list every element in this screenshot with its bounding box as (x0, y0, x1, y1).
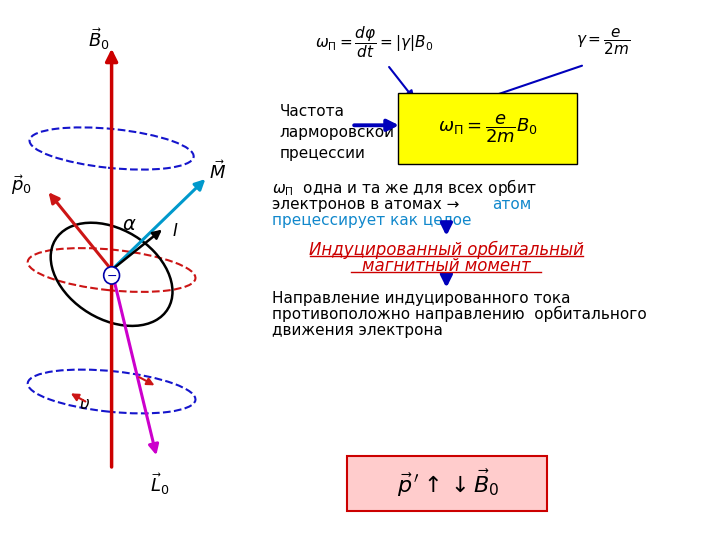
Text: $\vec{M}$: $\vec{M}$ (209, 160, 226, 183)
Text: $\omega_{\mathit{\Pi}} = \dfrac{d\varphi}{dt} = |\gamma|B_0$: $\omega_{\mathit{\Pi}} = \dfrac{d\varphi… (315, 24, 433, 60)
Text: прецессирует как целое: прецессирует как целое (272, 213, 472, 228)
Ellipse shape (104, 267, 120, 284)
Text: Индуцированный орбитальный: Индуцированный орбитальный (309, 240, 584, 259)
Text: $-$: $-$ (106, 269, 117, 282)
Text: $\vec{p}^{\,\prime}\uparrow\downarrow\vec{B}_0$: $\vec{p}^{\,\prime}\uparrow\downarrow\ve… (397, 468, 499, 500)
Text: $\gamma = \dfrac{e}{2m}$: $\gamma = \dfrac{e}{2m}$ (576, 27, 631, 57)
Text: магнитный момент: магнитный момент (362, 256, 531, 275)
Text: $\upsilon$: $\upsilon$ (79, 395, 91, 413)
Text: $\vec{L}_0$: $\vec{L}_0$ (150, 471, 169, 497)
Text: $\alpha$: $\alpha$ (122, 215, 137, 234)
Text: $\omega_{\mathit{\Pi}}$  одна и та же для всех орбит: $\omega_{\mathit{\Pi}}$ одна и та же для… (272, 178, 536, 198)
Text: $\omega_{\mathit{\Pi}} = \dfrac{e}{2m}B_0$: $\omega_{\mathit{\Pi}} = \dfrac{e}{2m}B_… (438, 112, 538, 145)
FancyBboxPatch shape (347, 456, 547, 511)
Text: Направление индуцированного тока: Направление индуцированного тока (272, 291, 571, 306)
FancyBboxPatch shape (398, 93, 577, 164)
Text: атом: атом (492, 197, 531, 212)
Text: противоположно направлению  орбитального: противоположно направлению орбитального (272, 306, 647, 322)
Text: $\vec{p}_0$: $\vec{p}_0$ (12, 173, 32, 197)
Text: $I$: $I$ (172, 222, 178, 240)
Text: электронов в атомах →: электронов в атомах → (272, 197, 464, 212)
Text: $\vec{B}_0$: $\vec{B}_0$ (89, 26, 110, 52)
Text: Частота
ларморовской
прецессии: Частота ларморовской прецессии (279, 104, 395, 161)
Text: движения электрона: движения электрона (272, 323, 443, 338)
